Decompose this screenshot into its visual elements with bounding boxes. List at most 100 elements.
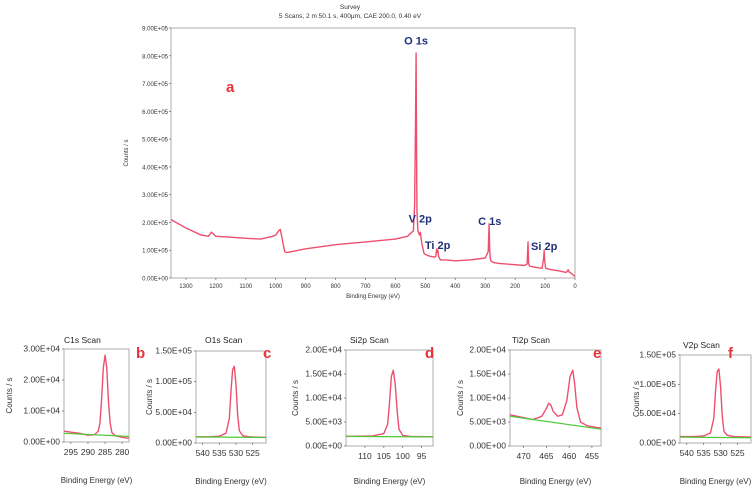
scan-title: Si2p Scan [350, 335, 389, 345]
x-tick-label: 400 [450, 284, 461, 290]
y-tick-label: 9.00E+05 [142, 27, 169, 33]
y-axis-label: Counts / s [456, 380, 465, 416]
x-tick-label: 110 [358, 451, 372, 461]
peak-label: Si 2p [531, 241, 558, 253]
x-tick-label: 600 [390, 284, 401, 290]
y-tick-label: 1.00E+05 [155, 376, 192, 386]
x-tick-label: 300 [480, 284, 491, 290]
scan-title: Ti2p Scan [512, 335, 550, 345]
y-tick-label: 2.00E+04 [469, 345, 506, 355]
plots-layer: 0.00E+00 1.00E+05 2.00E+05 3.00E+05 4.00E+05… [5, 27, 752, 487]
x-tick-label: 0 [573, 284, 577, 290]
x-axis-label: Binding Energy (eV) [354, 477, 426, 486]
scan-title: O1s Scan [205, 335, 243, 345]
x-tick-label: 540 [196, 448, 210, 458]
plot-frame [509, 349, 602, 447]
x-axis-label: Binding Energy (eV) [680, 477, 752, 486]
y-tick-label: 5.00E+03 [305, 417, 342, 427]
y-tick-label: 1.00E+04 [23, 406, 60, 416]
x-axis-label: Binding Energy (eV) [346, 294, 400, 300]
survey-header-subtitle: 5 Scans, 2 m 50.1 s, 400μm, CAE 200.0, 0… [279, 13, 422, 20]
x-tick-label: 465 [539, 451, 553, 461]
y-axis-label: Counts / s [291, 380, 300, 416]
x-tick-label: 1200 [209, 284, 223, 290]
x-tick-label: 460 [562, 451, 576, 461]
background-line [195, 436, 267, 439]
y-tick-label: 1.50E+05 [639, 350, 676, 360]
panel-letter: e [593, 345, 601, 362]
y-axis-label: Counts / s [145, 379, 154, 415]
x-tick-label: 525 [730, 448, 744, 458]
panel-c: 0.00E+00 5.00E+04 1.00E+05 1.50E+05 540 535 53… [145, 335, 271, 486]
y-axis-label: Counts / s [632, 381, 641, 417]
panel-a: 0.00E+00 1.00E+05 2.00E+05 3.00E+05 4.00E+05… [124, 27, 577, 301]
y-tick-label: 4.00E+05 [142, 165, 169, 171]
y-tick-label: 1.00E+04 [469, 393, 506, 403]
x-tick-label: 800 [331, 284, 342, 290]
x-tick-label: 95 [417, 451, 427, 461]
spectrum-line [170, 52, 576, 278]
x-axis-label: Binding Energy (eV) [195, 477, 267, 486]
x-tick-label: 525 [246, 448, 260, 458]
y-tick-label: 5.00E+04 [155, 407, 192, 417]
y-tick-label: 5.00E+05 [142, 138, 169, 144]
scan-title: C1s Scan [64, 335, 101, 345]
x-tick-label: 530 [229, 448, 243, 458]
x-tick-label: 700 [361, 284, 372, 290]
y-tick-label: 5.00E+03 [469, 417, 506, 427]
y-tick-label: 2.00E+04 [305, 345, 342, 355]
y-tick-label: 5.00E+04 [639, 408, 676, 418]
y-tick-label: 0.00E+00 [305, 441, 342, 451]
x-tick-label: 540 [680, 448, 694, 458]
peak-label: Ti 2p [425, 240, 451, 252]
x-tick-label: 285 [98, 447, 112, 457]
y-axis-label: Counts / s [5, 377, 14, 413]
x-tick-label: 105 [377, 451, 391, 461]
x-tick-label: 280 [115, 447, 129, 457]
y-tick-label: 1.00E+04 [305, 393, 342, 403]
x-tick-label: 530 [713, 448, 727, 458]
plot-frame [63, 348, 130, 443]
y-tick-label: 1.50E+04 [305, 369, 342, 379]
peak-label: V 2p [409, 213, 433, 225]
x-tick-label: 455 [585, 451, 599, 461]
y-tick-label: 8.00E+05 [142, 54, 169, 60]
x-tick-label: 1100 [239, 284, 253, 290]
spectrum-line [680, 368, 752, 438]
y-tick-label: 0.00E+00 [155, 438, 192, 448]
y-tick-label: 1.50E+05 [155, 346, 192, 356]
spectrum-line [345, 369, 434, 438]
x-tick-label: 470 [517, 451, 531, 461]
spectrum-line [509, 369, 602, 429]
y-tick-label: 0.00E+00 [142, 277, 169, 283]
y-axis-label: Counts / s [124, 139, 130, 166]
x-tick-label: 1300 [179, 284, 193, 290]
x-tick-label: 500 [420, 284, 431, 290]
y-tick-label: 2.00E+05 [142, 221, 169, 227]
spectrum-line [196, 365, 267, 439]
x-tick-label: 290 [81, 447, 95, 457]
x-axis-label: Binding Energy (eV) [520, 477, 592, 486]
x-tick-label: 100 [540, 284, 551, 290]
y-tick-label: 7.00E+05 [142, 82, 169, 88]
background-line [63, 432, 130, 438]
y-tick-label: 0.00E+00 [639, 438, 676, 448]
y-tick-label: 3.00E+04 [23, 344, 60, 354]
y-tick-label: 6.00E+05 [142, 110, 169, 116]
survey-header-title: Survey [340, 4, 361, 11]
y-tick-label: 0.00E+00 [23, 437, 60, 447]
peak-label: O 1s [404, 36, 428, 48]
y-tick-label: 3.00E+05 [142, 193, 169, 199]
background-line [509, 415, 602, 430]
y-tick-label: 2.00E+04 [23, 375, 60, 385]
background-line [679, 436, 752, 439]
panel-letter: f [728, 345, 734, 362]
panel-letter: b [136, 345, 145, 362]
peak-label: C 1s [478, 216, 501, 228]
panel-d: 0.00E+00 5.00E+03 1.00E+04 1.50E+04 2.00E+04… [291, 335, 434, 486]
panel-letter: d [425, 345, 434, 362]
x-axis-label: Binding Energy (eV) [61, 476, 133, 485]
y-tick-label: 1.50E+04 [469, 369, 506, 379]
